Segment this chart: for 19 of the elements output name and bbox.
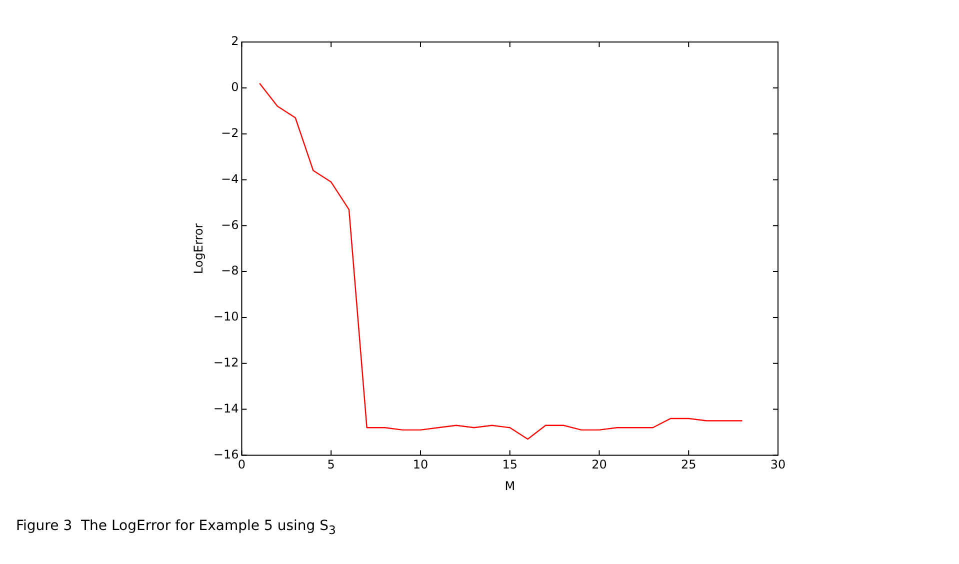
y-axis-title: LogError: [191, 223, 206, 274]
y-tick-label: −16: [213, 447, 239, 462]
x-tick-label: 15: [502, 458, 518, 472]
y-tick-label: −12: [213, 356, 239, 370]
y-tick-label: 2: [231, 34, 239, 48]
x-tick-label: 30: [770, 458, 786, 472]
x-tick-label: 25: [680, 458, 696, 472]
y-tick-label: −8: [221, 264, 239, 278]
y-tick-label: −6: [221, 218, 239, 232]
y-tick-label: −10: [213, 310, 239, 324]
y-tick-label: 0: [231, 80, 239, 94]
x-tick-label: 5: [327, 458, 335, 472]
x-tick-label: 10: [412, 458, 428, 472]
caption: Figure 3 The LogError for Example 5 using S$_{3}$: [16, 518, 337, 537]
x-axis-title: M: [504, 478, 516, 493]
y-tick-label: −2: [221, 126, 239, 140]
x-tick-label: 20: [592, 458, 607, 472]
y-tick-label: −4: [221, 172, 239, 186]
y-tick-label: −14: [213, 401, 239, 416]
